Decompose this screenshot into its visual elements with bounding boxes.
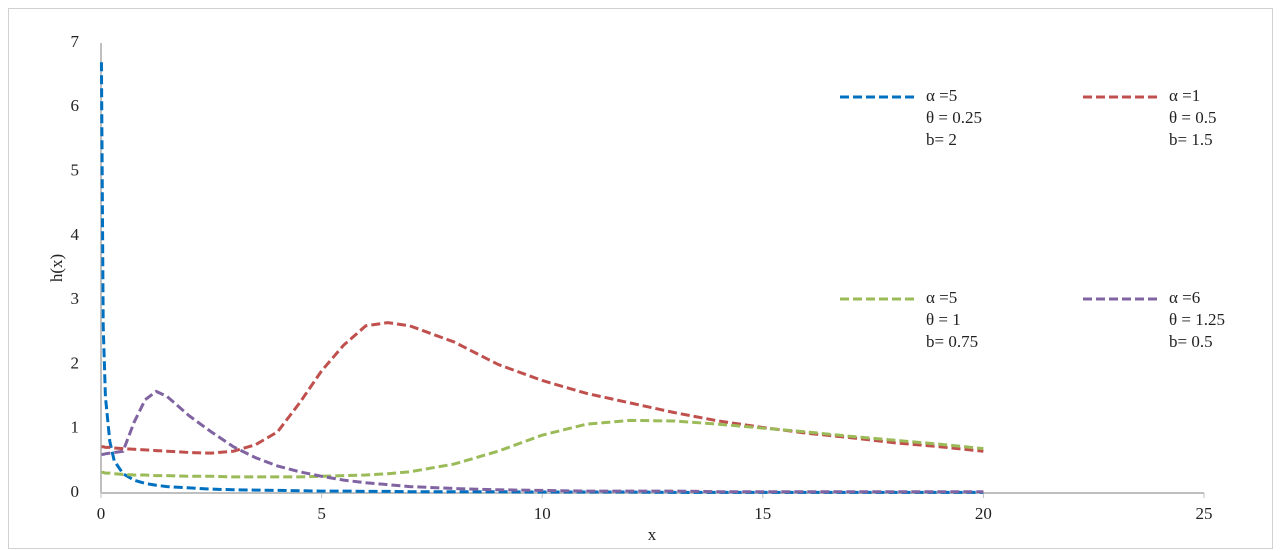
series-line xyxy=(101,389,984,494)
legend-label: α =6 xyxy=(1169,288,1200,307)
x-tick-label: 20 xyxy=(975,504,992,523)
legend-label: α =1 xyxy=(1169,86,1200,105)
legend-label: θ = 0.5 xyxy=(1169,108,1216,127)
legend-label: α =5 xyxy=(926,288,957,307)
series-line xyxy=(101,418,984,479)
legend-label: b= 1.5 xyxy=(1169,130,1213,149)
y-tick-label: 6 xyxy=(71,96,80,115)
x-axis-label: x xyxy=(648,525,657,544)
y-tick-label: 1 xyxy=(71,418,80,437)
y-tick-label: 5 xyxy=(71,160,80,179)
legend-label: α =5 xyxy=(926,86,957,105)
legend-label: θ = 1.25 xyxy=(1169,310,1225,329)
legend-label: b= 2 xyxy=(926,130,957,149)
y-tick-label: 3 xyxy=(71,289,80,308)
y-tick-label: 4 xyxy=(71,225,80,244)
x-tick-label: 15 xyxy=(754,504,771,523)
legend-label: b= 0.75 xyxy=(926,332,978,351)
legend-label: θ = 0.25 xyxy=(926,108,982,127)
y-axis-label: h(x) xyxy=(47,254,66,282)
series-line xyxy=(99,62,984,494)
chart-border xyxy=(8,8,1273,549)
legend-label: θ = 1 xyxy=(926,310,961,329)
y-tick-label: 2 xyxy=(71,353,80,372)
x-tick-label: 0 xyxy=(97,504,106,523)
legend-label: b= 0.5 xyxy=(1169,332,1213,351)
y-tick-label: 0 xyxy=(71,482,80,501)
series-line xyxy=(101,321,984,455)
x-tick-label: 25 xyxy=(1196,504,1213,523)
y-tick-label: 7 xyxy=(71,32,80,51)
x-tick-label: 10 xyxy=(534,504,551,523)
x-tick-label: 5 xyxy=(317,504,326,523)
